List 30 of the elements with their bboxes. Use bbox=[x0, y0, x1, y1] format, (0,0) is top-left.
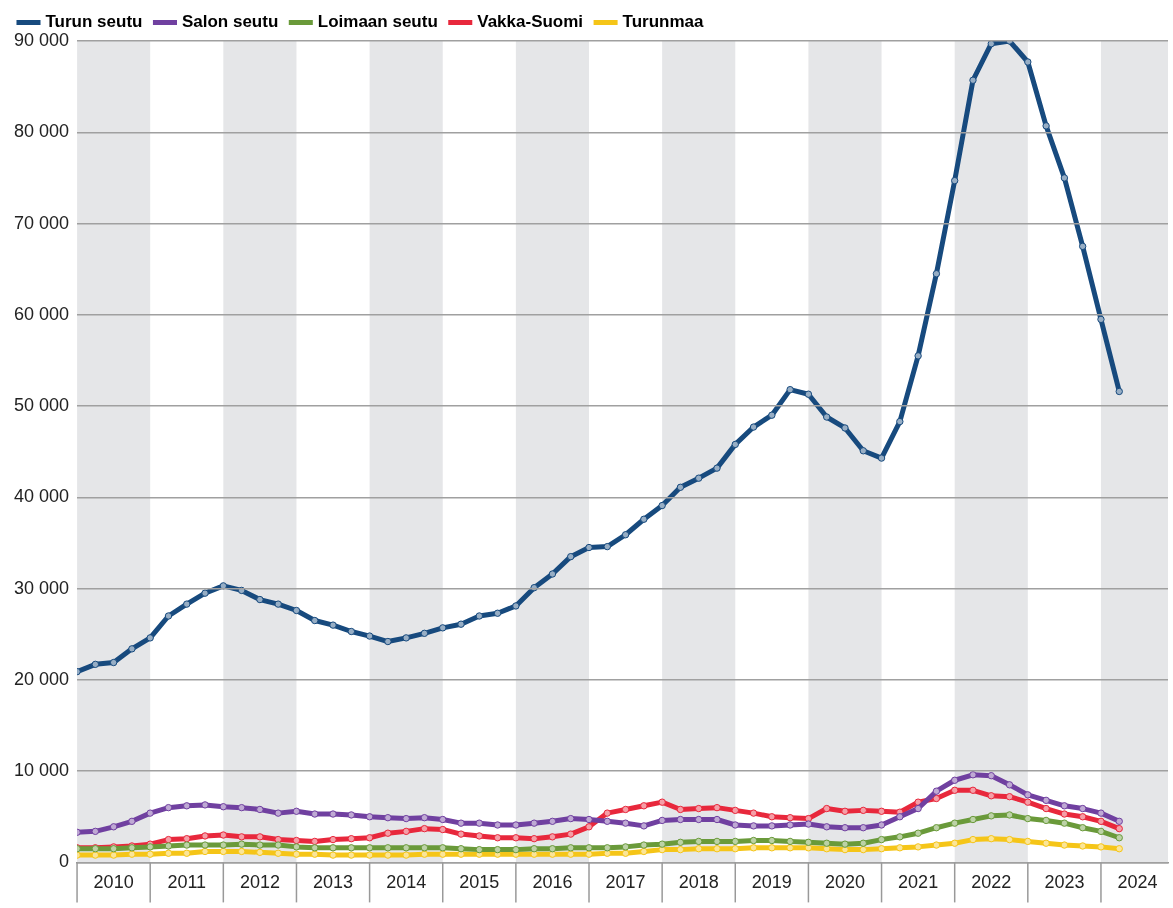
legend-label: Loimaan seutu bbox=[317, 12, 438, 32]
x-tick-label: 2021 bbox=[898, 872, 939, 893]
legend-label: Salon seutu bbox=[181, 12, 279, 32]
y-tick-label: 70 000 bbox=[13, 212, 70, 233]
y-tick-label: 40 000 bbox=[13, 486, 70, 507]
y-tick-label: 80 000 bbox=[13, 121, 70, 142]
x-tick-label: 2015 bbox=[459, 872, 500, 893]
x-tick-label: 2013 bbox=[313, 872, 354, 893]
legend-label: Turun seutu bbox=[45, 12, 143, 32]
x-tick-label: 2024 bbox=[1117, 872, 1158, 893]
y-tick-label: 90 000 bbox=[13, 29, 70, 50]
x-tick-label: 2020 bbox=[824, 872, 866, 893]
legend-label: Vakka-Suomi bbox=[477, 12, 584, 32]
y-tick-label: 0 bbox=[59, 851, 70, 872]
x-tick-label: 2010 bbox=[93, 872, 134, 893]
y-tick-label: 60 000 bbox=[13, 303, 70, 324]
y-tick-label: 20 000 bbox=[13, 668, 70, 689]
x-tick-label: 2023 bbox=[1044, 872, 1085, 893]
x-tick-label: 2012 bbox=[239, 872, 280, 893]
y-tick-label: 10 000 bbox=[13, 760, 70, 781]
x-tick-label: 2016 bbox=[532, 872, 573, 893]
x-tick-label: 2017 bbox=[605, 872, 646, 893]
y-tick-label: 30 000 bbox=[13, 577, 70, 598]
x-tick-label: 2011 bbox=[167, 872, 207, 893]
x-tick-label: 2019 bbox=[751, 872, 792, 893]
y-tick-label: 50 000 bbox=[13, 395, 70, 416]
x-tick-label: 2014 bbox=[386, 872, 427, 893]
x-tick-label: 2022 bbox=[971, 872, 1012, 893]
x-tick-label: 2018 bbox=[678, 872, 719, 893]
legend-label: Turunmaa bbox=[622, 12, 705, 32]
